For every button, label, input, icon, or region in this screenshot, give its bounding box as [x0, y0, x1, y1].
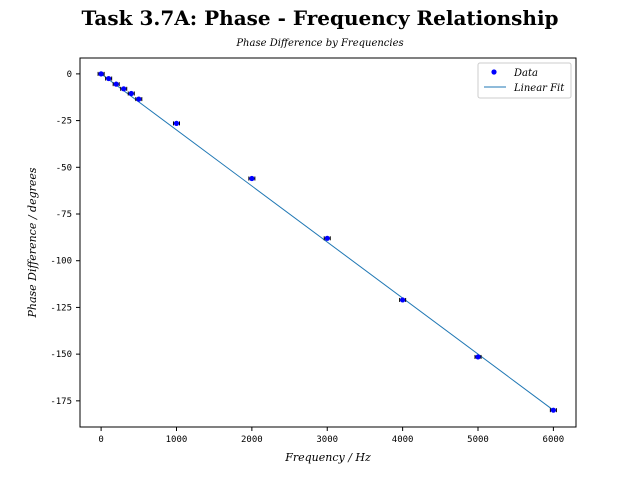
x-tick-label: 1000 — [166, 435, 188, 445]
legend-data-label: Data — [513, 68, 538, 79]
data-point — [249, 175, 255, 182]
y-tick-label: -175 — [50, 397, 72, 407]
y-tick-label: -100 — [50, 257, 72, 267]
data-point — [136, 96, 142, 102]
data-point — [550, 407, 556, 413]
x-tick-label: 5000 — [467, 435, 489, 445]
legend: Data Linear Fit — [477, 62, 572, 99]
linear-fit-line — [100, 73, 554, 411]
y-axis-label: Phase Difference / degrees — [26, 167, 39, 318]
plot-layer — [97, 71, 557, 413]
chart-subtitle: Phase Difference by Frequencies — [236, 38, 404, 49]
ticks-layer: 0 1000 2000 3000 4000 5000 6000 0 -25 -50 -75 -100 -… — [50, 70, 564, 445]
y-tick-label: 0 — [67, 70, 72, 80]
x-tick-label: 6000 — [543, 435, 565, 445]
data-point — [128, 90, 134, 97]
plot-frame — [79, 57, 577, 428]
legend-data-marker — [491, 69, 497, 75]
data-point — [173, 120, 180, 126]
x-tick-label: 4000 — [392, 435, 414, 445]
data-point — [98, 71, 104, 77]
x-tick-label: 0 — [98, 435, 103, 445]
y-tick-label: -25 — [56, 117, 72, 127]
data-point — [121, 86, 127, 92]
data-point — [400, 297, 406, 303]
y-tick-label: -125 — [50, 303, 72, 313]
x-tick-label: 3000 — [316, 435, 338, 445]
y-tick-label: -50 — [56, 163, 72, 173]
y-tick-label: -75 — [56, 210, 72, 220]
chart-title: Task 3.7A: Phase - Frequency Relationshi… — [81, 6, 559, 30]
y-tick-label: -150 — [50, 350, 72, 360]
x-tick-label: 2000 — [241, 435, 263, 445]
x-axis-label: Frequency / Hz — [284, 451, 371, 464]
data-point — [106, 75, 112, 82]
legend-fit-label: Linear Fit — [513, 83, 565, 94]
legend-box — [477, 62, 572, 99]
data-point — [113, 81, 119, 87]
data-point — [324, 235, 330, 241]
data-point — [475, 354, 481, 360]
